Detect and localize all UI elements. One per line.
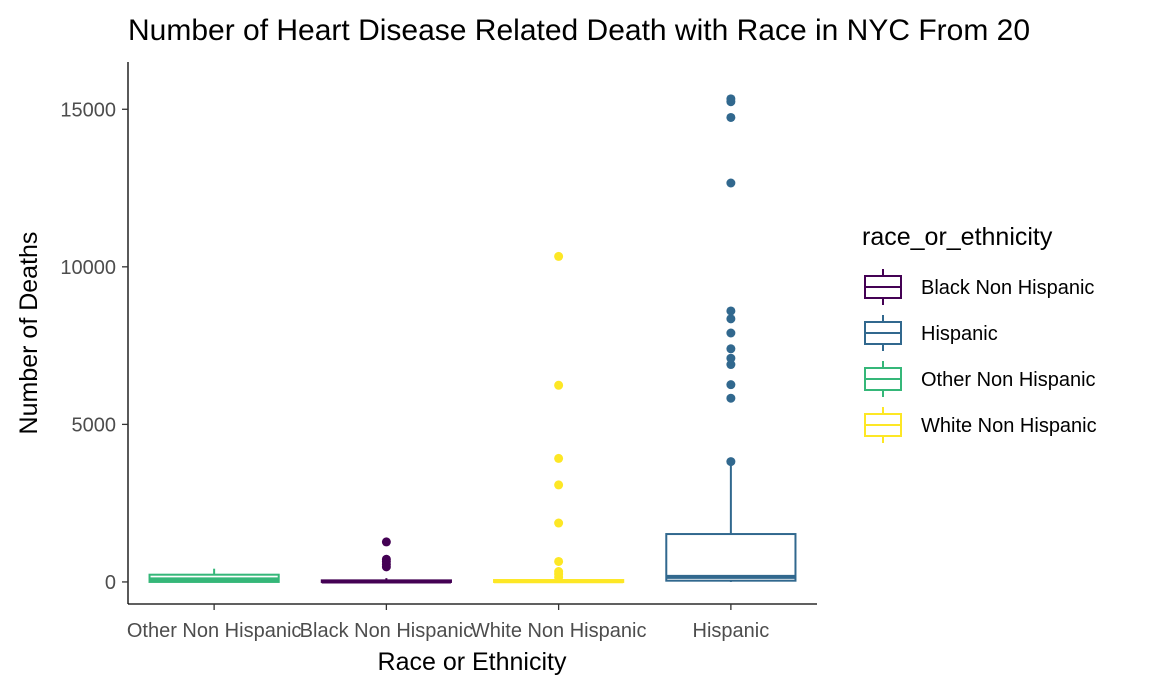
legend-label: White Non Hispanic xyxy=(921,415,1097,437)
y-axis-title: Number of Deaths xyxy=(15,232,43,435)
x-tick-label: White Non Hispanic xyxy=(471,620,647,642)
outlier-point xyxy=(726,353,736,363)
legend-item: Other Non Hispanic xyxy=(864,361,1096,397)
box-hispanic xyxy=(665,94,797,582)
y-axis-ticks: 0 5000 10000 15000 xyxy=(60,99,128,594)
legend: race_or_ethnicity Black Non Hispanic Hisp… xyxy=(862,223,1097,443)
y-tick-label: 0 xyxy=(105,572,116,594)
legend-item: White Non Hispanic xyxy=(864,407,1097,443)
x-tick-label: Other Non Hispanic xyxy=(127,620,302,642)
outlier-point xyxy=(554,556,564,566)
box-black-non-hispanic xyxy=(320,537,452,584)
x-tick-label: Black Non Hispanic xyxy=(300,620,473,642)
box-other-non-hispanic xyxy=(148,568,280,583)
outlier-point xyxy=(726,393,736,403)
x-tick-label: Hispanic xyxy=(693,620,770,642)
box-iqr xyxy=(665,533,797,582)
outlier-point xyxy=(554,480,564,490)
outlier-point xyxy=(554,453,564,463)
legend-item: Black Non Hispanic xyxy=(864,269,1094,305)
legend-label: Other Non Hispanic xyxy=(921,369,1096,391)
outlier-point xyxy=(554,518,564,528)
legend-title: race_or_ethnicity xyxy=(862,223,1053,251)
outlier-point xyxy=(554,380,564,390)
box-white-non-hispanic xyxy=(493,251,625,584)
y-tick-label: 10000 xyxy=(60,257,116,279)
outlier-point xyxy=(726,457,736,467)
outlier-point xyxy=(726,314,736,324)
outlier-point xyxy=(726,178,736,188)
legend-item: Hispanic xyxy=(864,315,998,351)
chart-title: Number of Heart Disease Related Death wi… xyxy=(128,14,1030,47)
outlier-point xyxy=(726,360,736,370)
outlier-point xyxy=(726,344,736,354)
outlier-point xyxy=(554,567,564,577)
outlier-point xyxy=(726,94,736,104)
outlier-point xyxy=(726,380,736,390)
y-tick-label: 5000 xyxy=(72,414,117,436)
outlier-point xyxy=(726,306,736,316)
outlier-point xyxy=(381,537,391,547)
legend-label: Hispanic xyxy=(921,323,998,345)
outlier-point xyxy=(554,251,564,261)
outlier-point xyxy=(381,554,391,564)
plot-area xyxy=(148,94,797,584)
outlier-point xyxy=(726,328,736,338)
legend-label: Black Non Hispanic xyxy=(921,277,1094,299)
x-axis-title: Race or Ethnicity xyxy=(378,648,567,676)
y-tick-label: 15000 xyxy=(60,99,116,121)
outlier-point xyxy=(726,112,736,122)
